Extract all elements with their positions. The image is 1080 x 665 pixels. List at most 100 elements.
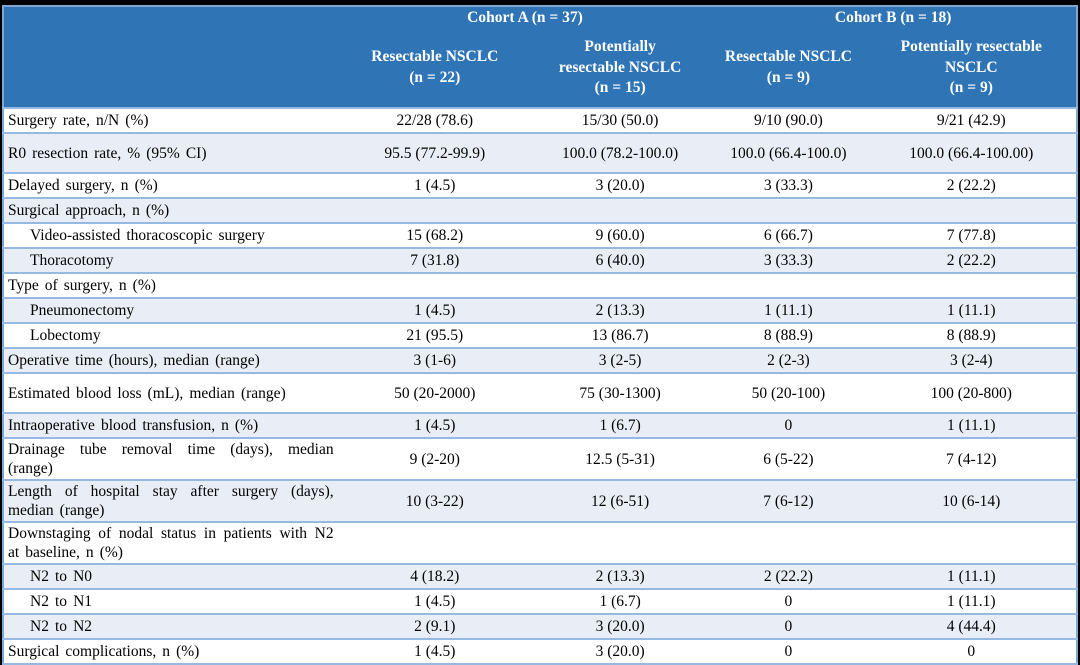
row-label: Downstaging of nodal status in patients … — [3, 521, 340, 565]
cell-value: 0 — [710, 412, 867, 439]
col-header-potentially-resectable-b: Potentially resectable NSCLC (n = 9) — [866, 29, 1077, 108]
table-row: Length of hospital stay after surgery (d… — [3, 479, 1077, 523]
table-body: Surgery rate, n/N (%) 22/28 (78.6) 15/30 (… — [3, 107, 1077, 665]
row-label: Surgical complications, n (%) — [3, 638, 340, 665]
table-row: R0 resection rate, % (95% CI) 95.5 (77.2-… — [3, 132, 1077, 174]
cell-value: 6 (40.0) — [529, 247, 711, 274]
row-label: N2 to N1 — [3, 588, 340, 615]
row-label: Drainage tube removal time (days), media… — [3, 437, 340, 481]
cell-value — [866, 521, 1077, 565]
row-label: R0 resection rate, % (95% CI) — [3, 132, 340, 174]
cell-value: 12 (6-51) — [529, 479, 711, 523]
cell-value: 100 (20-800) — [866, 372, 1077, 414]
row-label: Thoracotomy — [3, 247, 340, 274]
cell-value: 2 (22.2) — [866, 172, 1077, 199]
col-header-resectable-a: Resectable NSCLC (n = 22) — [339, 29, 530, 108]
table-row: Surgery rate, n/N (%) 22/28 (78.6) 15/30 (… — [3, 107, 1077, 134]
table-row: Video-assisted thoracoscopic surgery 15 (… — [3, 222, 1077, 249]
cell-value — [866, 197, 1077, 224]
cell-value: 50 (20-100) — [710, 372, 867, 414]
cell-value: 95.5 (77.2-99.9) — [339, 132, 530, 174]
cell-value: 2 (22.2) — [710, 563, 867, 590]
cell-value: 100.0 (66.4-100.0) — [710, 132, 867, 174]
row-label: Operative time (hours), median (range) — [3, 347, 340, 374]
cell-value — [710, 197, 867, 224]
row-label: Delayed surgery, n (%) — [3, 172, 340, 199]
cell-value: 7 (31.8) — [339, 247, 530, 274]
cell-value: 75 (30-1300) — [529, 372, 711, 414]
row-label: Surgery rate, n/N (%) — [3, 107, 340, 134]
table-row: N2 to N2 2 (9.1) 3 (20.0) 0 4 (44.4) — [3, 613, 1077, 640]
table-row: Intraoperative blood transfusion, n (%) 1… — [3, 412, 1077, 439]
cell-value — [529, 521, 711, 565]
cell-value: 3 (20.0) — [529, 172, 711, 199]
cell-value: 9 (2-20) — [339, 437, 530, 481]
cell-value: 7 (77.8) — [866, 222, 1077, 249]
cell-value: 0 — [866, 638, 1077, 665]
cell-value — [866, 272, 1077, 299]
header-label-cell — [3, 29, 340, 108]
cell-value: 2 (22.2) — [866, 247, 1077, 274]
row-label: N2 to N0 — [3, 563, 340, 590]
cell-value: 6 (5-22) — [710, 437, 867, 481]
cohort-a-header: Cohort A (n = 37) — [339, 6, 711, 29]
cell-value: 50 (20-2000) — [339, 372, 530, 414]
cell-value: 0 — [710, 638, 867, 665]
table-row: Drainage tube removal time (days), media… — [3, 437, 1077, 481]
cell-value: 3 (20.0) — [529, 613, 711, 640]
cell-value: 12.5 (5-31) — [529, 437, 711, 481]
table-row: Surgical complications, n (%) 1 (4.5) 3 (2… — [3, 638, 1077, 665]
cell-value: 1 (4.5) — [339, 412, 530, 439]
cell-value: 1 (4.5) — [339, 297, 530, 324]
table-row: Surgical approach, n (%) — [3, 197, 1077, 224]
cell-value — [710, 272, 867, 299]
cell-value: 22/28 (78.6) — [339, 107, 530, 134]
cell-value: 3 (2-5) — [529, 347, 711, 374]
cell-value: 1 (11.1) — [710, 297, 867, 324]
cell-value: 2 (2-3) — [710, 347, 867, 374]
subgroup-header-row: Resectable NSCLC (n = 22) Potentially re… — [3, 29, 1077, 108]
cell-value: 4 (44.4) — [866, 613, 1077, 640]
cell-value: 1 (6.7) — [529, 588, 711, 615]
cell-value: 6 (66.7) — [710, 222, 867, 249]
table-row: N2 to N0 4 (18.2) 2 (13.3) 2 (22.2) 1 (11.1) — [3, 563, 1077, 590]
row-label: Intraoperative blood transfusion, n (%) — [3, 412, 340, 439]
surgical-outcomes-table: Cohort A (n = 37) Cohort B (n = 18) Rese… — [2, 5, 1078, 665]
cell-value: 0 — [710, 613, 867, 640]
cell-value: 10 (3-22) — [339, 479, 530, 523]
cell-value — [529, 197, 711, 224]
table-row: Downstaging of nodal status in patients … — [3, 521, 1077, 565]
cell-value: 1 (6.7) — [529, 412, 711, 439]
cell-value: 3 (33.3) — [710, 172, 867, 199]
cell-value: 10 (6-14) — [866, 479, 1077, 523]
cell-value: 1 (11.1) — [866, 563, 1077, 590]
cell-value: 9/21 (42.9) — [866, 107, 1077, 134]
row-label: N2 to N2 — [3, 613, 340, 640]
cell-value: 9/10 (90.0) — [710, 107, 867, 134]
cell-value: 1 (11.1) — [866, 412, 1077, 439]
cell-value: 3 (33.3) — [710, 247, 867, 274]
cell-value: 3 (20.0) — [529, 638, 711, 665]
cell-value — [339, 521, 530, 565]
cell-value: 9 (60.0) — [529, 222, 711, 249]
cohort-b-header: Cohort B (n = 18) — [710, 6, 1077, 29]
header-corner-cell — [3, 6, 340, 29]
cohort-group-row: Cohort A (n = 37) Cohort B (n = 18) — [3, 6, 1077, 29]
cell-value: 8 (88.9) — [866, 322, 1077, 349]
cell-value — [710, 521, 867, 565]
cell-value: 2 (13.3) — [529, 297, 711, 324]
cell-value: 1 (11.1) — [866, 297, 1077, 324]
cell-value: 7 (6-12) — [710, 479, 867, 523]
cell-value: 1 (11.1) — [866, 588, 1077, 615]
cell-value: 15/30 (50.0) — [529, 107, 711, 134]
cell-value: 2 (13.3) — [529, 563, 711, 590]
cell-value: 13 (86.7) — [529, 322, 711, 349]
cell-value: 7 (4-12) — [866, 437, 1077, 481]
cell-value: 100.0 (78.2-100.0) — [529, 132, 711, 174]
cell-value: 21 (95.5) — [339, 322, 530, 349]
cell-value: 2 (9.1) — [339, 613, 530, 640]
table-row: Operative time (hours), median (range) 3 … — [3, 347, 1077, 374]
row-label: Estimated blood loss (mL), median (range… — [3, 372, 340, 414]
col-header-resectable-b: Resectable NSCLC (n = 9) — [710, 29, 867, 108]
cell-value: 3 (2-4) — [866, 347, 1077, 374]
